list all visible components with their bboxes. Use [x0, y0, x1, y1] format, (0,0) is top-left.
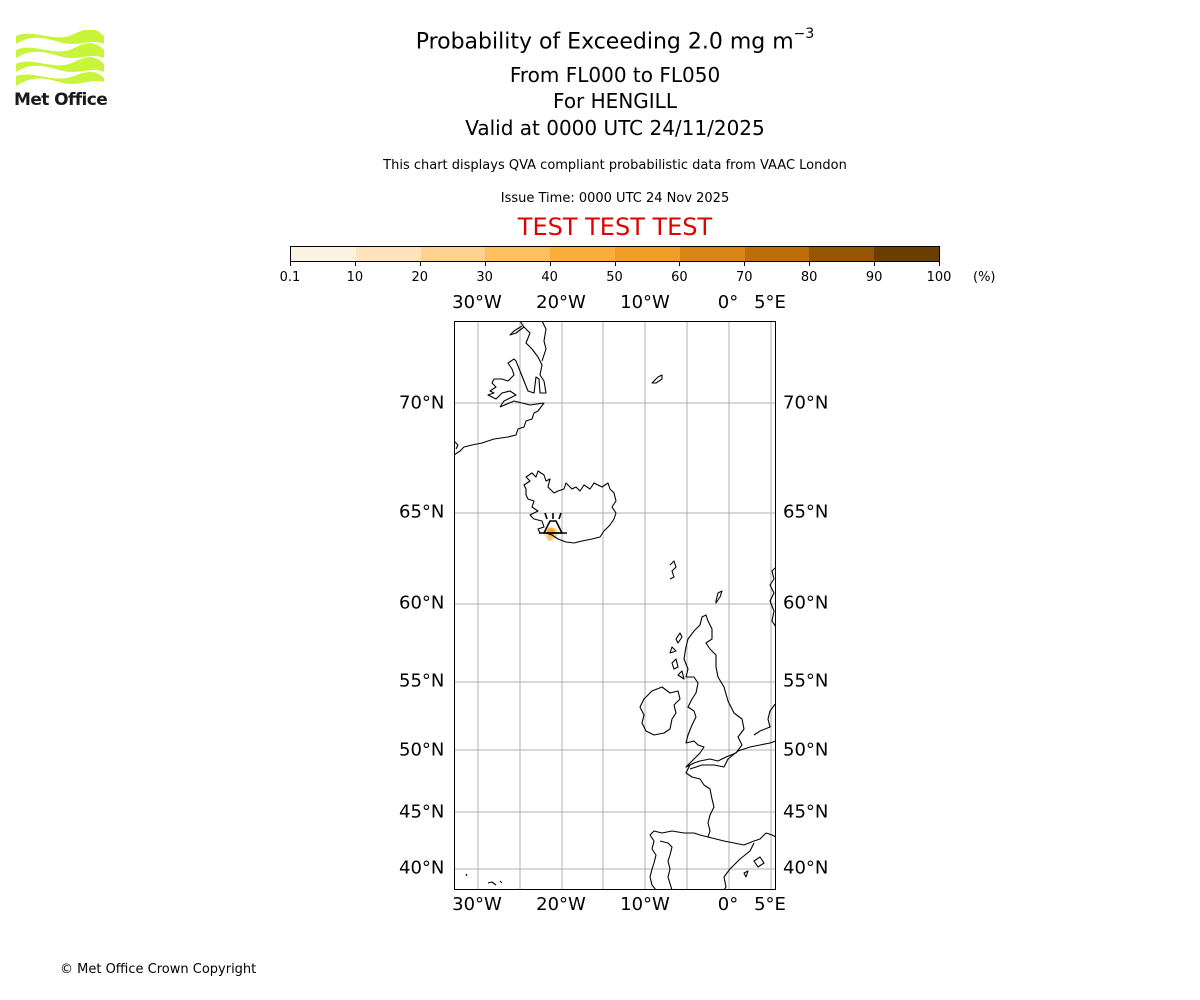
colorbar-segment [485, 247, 551, 261]
colorbar-tick [809, 262, 811, 266]
colorbar-tick [744, 262, 746, 266]
colorbar-tick-label: 0.1 [279, 270, 301, 285]
lat-label-left: 55°N [399, 670, 445, 692]
logo-text: Met Office [14, 90, 108, 110]
colorbar-segment [355, 247, 421, 261]
lat-label-left: 50°N [399, 739, 445, 761]
issue-time: Issue Time: 0000 UTC 24 Nov 2025 [500, 191, 730, 206]
valid-time: Valid at 0000 UTC 24/11/2025 [465, 116, 765, 140]
colorbar-tick [549, 262, 551, 266]
lat-label-left: 40°N [399, 857, 445, 879]
lat-label-right: 40°N [783, 857, 829, 879]
copyright-notice: © Met Office Crown Copyright [60, 962, 257, 977]
colorbar [290, 246, 940, 262]
colorbar-tick-label: 10 [346, 270, 364, 285]
lat-label-left: 70°N [399, 392, 445, 414]
colorbar-tick-label: 60 [671, 270, 688, 285]
lat-label-right: 45°N [783, 801, 829, 823]
colorbar-tick-label: 20 [411, 270, 429, 285]
lon-label-top: 30°W [452, 292, 502, 313]
met-office-logo: Met Office [14, 29, 108, 112]
colorbar-tick-label: 30 [476, 270, 493, 285]
colorbar-tick [484, 262, 486, 266]
title-exponent: −3 [793, 26, 815, 42]
waves-icon [16, 29, 104, 86]
chart-title: Probability of Exceeding 2.0 mg m−3 [0, 26, 1200, 55]
test-banner: TEST TEST TEST [517, 213, 713, 241]
lat-label-right: 65°N [783, 501, 829, 523]
lon-label-bottom: 20°W [536, 894, 586, 915]
map-canvas [455, 322, 775, 889]
colorbar-tick-label: 90 [865, 270, 883, 285]
colorbar-tick [354, 262, 356, 266]
colorbar-tick-label: 100 [926, 270, 952, 285]
colorbar-tick-label: 70 [736, 270, 753, 285]
coastlines [455, 322, 775, 889]
volcano-icon [539, 512, 567, 534]
volcano-name: For HENGILL [553, 89, 677, 113]
colorbar-segment [291, 247, 356, 261]
colorbar-tick [939, 262, 940, 266]
colorbar-segment [679, 247, 745, 261]
gridlines [455, 322, 775, 889]
lon-label-top: 20°W [536, 292, 586, 313]
lat-label-right: 70°N [783, 392, 829, 414]
colorbar-tick-label: 40 [541, 270, 558, 285]
colorbar-tick [290, 262, 291, 266]
colorbar-segment [614, 247, 680, 261]
lat-label-left: 60°N [399, 592, 445, 614]
lon-label-bottom: 10°W [620, 894, 670, 915]
colorbar-segment [874, 247, 939, 261]
colorbar-segment [809, 247, 875, 261]
colorbar-unit: (%) [973, 270, 996, 285]
lat-label-right: 60°N [783, 592, 829, 614]
lat-label-right: 50°N [783, 739, 829, 761]
flight-level-range: From FL000 to FL050 [509, 63, 721, 87]
lon-label-top: 10°W [620, 292, 670, 313]
lat-label-left: 65°N [399, 501, 445, 523]
map-panel [454, 321, 776, 890]
lon-label-top: 0° [717, 292, 739, 313]
colorbar-tick [679, 262, 681, 266]
lon-label-bottom: 5°E [754, 894, 786, 915]
colorbar-tick-label: 50 [606, 270, 623, 285]
colorbar-segment [744, 247, 810, 261]
title-text: Probability of Exceeding 2.0 mg m [415, 29, 794, 55]
lon-label-bottom: 0° [717, 894, 739, 915]
lon-label-bottom: 30°W [452, 894, 502, 915]
lat-label-right: 55°N [783, 670, 829, 692]
colorbar-segment [550, 247, 615, 261]
colorbar-segment [420, 247, 486, 261]
colorbar-tick [614, 262, 616, 266]
colorbar-tick [874, 262, 876, 266]
lon-label-top: 5°E [754, 292, 786, 313]
chart-description: This chart displays QVA compliant probab… [383, 158, 847, 173]
lat-label-left: 45°N [399, 801, 445, 823]
colorbar-tick [419, 262, 421, 266]
colorbar-tick-label: 80 [800, 270, 818, 285]
